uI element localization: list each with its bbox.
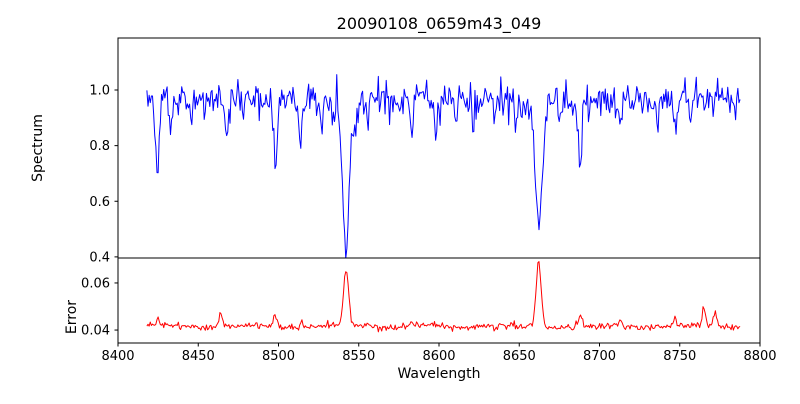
spectrum-data-line [146,74,741,258]
spectrum-y-tick-label: 0.6 [89,195,110,210]
x-tick-label: 8450 [182,349,215,364]
x-axis-label: Wavelength [397,366,480,382]
x-tick-label: 8500 [262,349,295,364]
x-tick-label: 8650 [503,349,536,364]
plot-title: 20090108_0659m43_049 [337,14,542,34]
error-y-axis-label: Error [64,300,80,334]
spectrum-y-axis-label: Spectrum [30,114,46,182]
x-tick-label: 8400 [101,349,134,364]
spectrum-y-tick-label: 0.4 [89,250,110,265]
error-panel-frame [117,257,761,344]
error-y-tick-label: 0.06 [81,276,110,291]
spectrum-y-tick-label: 1.0 [89,84,110,99]
spectrum-panel-frame [117,37,761,259]
x-tick-label: 8800 [743,349,776,364]
x-tick-label: 8700 [583,349,616,364]
error-y-tick-label: 0.04 [81,324,110,339]
axis-ticks: 8400 8450 8500 8550 8600 8650 8700 8750 8800 0.4 0… [81,84,777,364]
x-tick-label: 8750 [663,349,696,364]
error-data-line [146,261,741,333]
spectrum-y-tick-label: 0.8 [89,139,110,154]
x-tick-label: 8550 [342,349,375,364]
x-tick-label: 8600 [422,349,455,364]
